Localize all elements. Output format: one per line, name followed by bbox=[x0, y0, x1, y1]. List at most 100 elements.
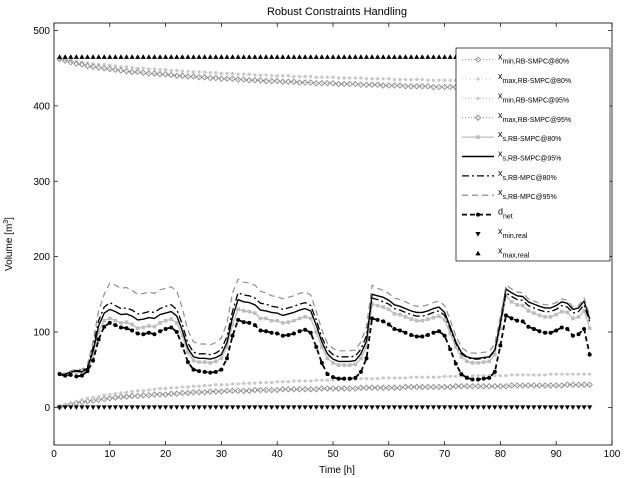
data-point bbox=[223, 387, 231, 394]
data-point bbox=[140, 54, 146, 59]
data-point bbox=[202, 405, 208, 410]
data-point bbox=[108, 63, 112, 67]
data-point bbox=[264, 380, 268, 385]
data-point bbox=[264, 329, 269, 334]
data-point bbox=[314, 75, 318, 79]
data-point bbox=[309, 74, 313, 79]
data-point bbox=[179, 405, 185, 410]
data-point bbox=[313, 54, 319, 59]
data-point bbox=[547, 382, 554, 389]
data-point bbox=[435, 383, 443, 391]
data-point bbox=[95, 64, 102, 71]
data-point bbox=[63, 373, 68, 378]
data-point bbox=[242, 381, 246, 385]
data-point bbox=[475, 405, 481, 410]
data-point bbox=[118, 54, 124, 59]
data-point bbox=[320, 378, 324, 382]
data-point bbox=[68, 405, 74, 410]
data-point bbox=[430, 405, 437, 410]
data-point bbox=[135, 326, 140, 330]
data-point bbox=[442, 333, 447, 338]
data-point bbox=[218, 405, 224, 410]
data-point bbox=[381, 319, 386, 324]
data-point bbox=[331, 361, 335, 365]
data-point bbox=[313, 405, 319, 410]
data-point bbox=[476, 374, 480, 378]
legend-marker bbox=[476, 77, 480, 81]
series-8 bbox=[57, 313, 592, 382]
data-point bbox=[387, 376, 391, 380]
data-point bbox=[331, 75, 335, 79]
data-point bbox=[80, 370, 84, 375]
data-point bbox=[95, 396, 102, 404]
data-point bbox=[85, 396, 90, 400]
data-point bbox=[358, 369, 363, 374]
data-point bbox=[441, 383, 448, 391]
data-point bbox=[319, 360, 324, 365]
data-point bbox=[391, 405, 397, 410]
data-point bbox=[331, 375, 335, 380]
data-point bbox=[558, 382, 566, 389]
data-point bbox=[152, 332, 157, 337]
data-point bbox=[336, 376, 341, 381]
data-point bbox=[208, 383, 212, 388]
data-point bbox=[246, 387, 253, 394]
data-point bbox=[79, 54, 85, 59]
data-point bbox=[91, 352, 95, 357]
data-point bbox=[564, 405, 570, 410]
data-point bbox=[145, 70, 153, 77]
data-point bbox=[213, 54, 219, 59]
legend-label-main: x bbox=[498, 187, 503, 197]
data-point bbox=[301, 79, 309, 86]
data-point bbox=[113, 318, 118, 323]
data-point bbox=[73, 60, 80, 67]
data-point bbox=[108, 392, 112, 397]
data-point bbox=[448, 78, 452, 82]
data-point bbox=[108, 316, 112, 321]
data-point bbox=[151, 391, 158, 398]
data-point bbox=[175, 386, 179, 390]
data-point bbox=[446, 383, 454, 391]
data-point bbox=[202, 369, 207, 374]
data-point bbox=[325, 75, 330, 79]
data-point bbox=[280, 54, 286, 59]
data-point bbox=[303, 379, 307, 383]
data-point bbox=[379, 384, 387, 391]
data-point bbox=[273, 77, 281, 85]
data-point bbox=[369, 405, 375, 410]
data-point bbox=[163, 54, 169, 59]
data-point bbox=[286, 380, 290, 384]
data-point bbox=[168, 405, 174, 410]
data-point bbox=[296, 79, 303, 86]
data-point bbox=[296, 385, 303, 393]
data-point bbox=[291, 54, 297, 59]
data-point bbox=[469, 405, 476, 410]
data-point bbox=[179, 389, 186, 397]
axis-ticks: 0 10 20 30 40 50 60 70 80 90 100 0 100 200 300 400 500 bbox=[33, 23, 621, 460]
data-point bbox=[100, 395, 108, 403]
data-point bbox=[375, 405, 381, 410]
data-point bbox=[436, 405, 442, 410]
data-point bbox=[330, 54, 336, 59]
data-point bbox=[319, 54, 325, 59]
data-point bbox=[548, 330, 553, 335]
y-tick-label: 0 bbox=[44, 403, 50, 414]
data-point bbox=[151, 54, 158, 59]
data-point bbox=[419, 83, 426, 90]
data-point bbox=[352, 405, 358, 410]
data-point bbox=[275, 318, 279, 323]
data-point bbox=[532, 373, 536, 377]
data-point bbox=[442, 54, 448, 59]
data-point bbox=[335, 54, 342, 59]
data-point bbox=[549, 372, 553, 376]
data-point bbox=[537, 313, 542, 318]
data-point bbox=[290, 78, 298, 86]
data-point bbox=[169, 317, 173, 321]
data-point bbox=[531, 405, 537, 410]
data-point bbox=[571, 372, 575, 376]
data-point bbox=[252, 323, 257, 328]
data-point bbox=[543, 373, 547, 377]
data-point bbox=[508, 382, 515, 389]
data-point bbox=[297, 316, 302, 321]
data-point bbox=[240, 76, 247, 83]
